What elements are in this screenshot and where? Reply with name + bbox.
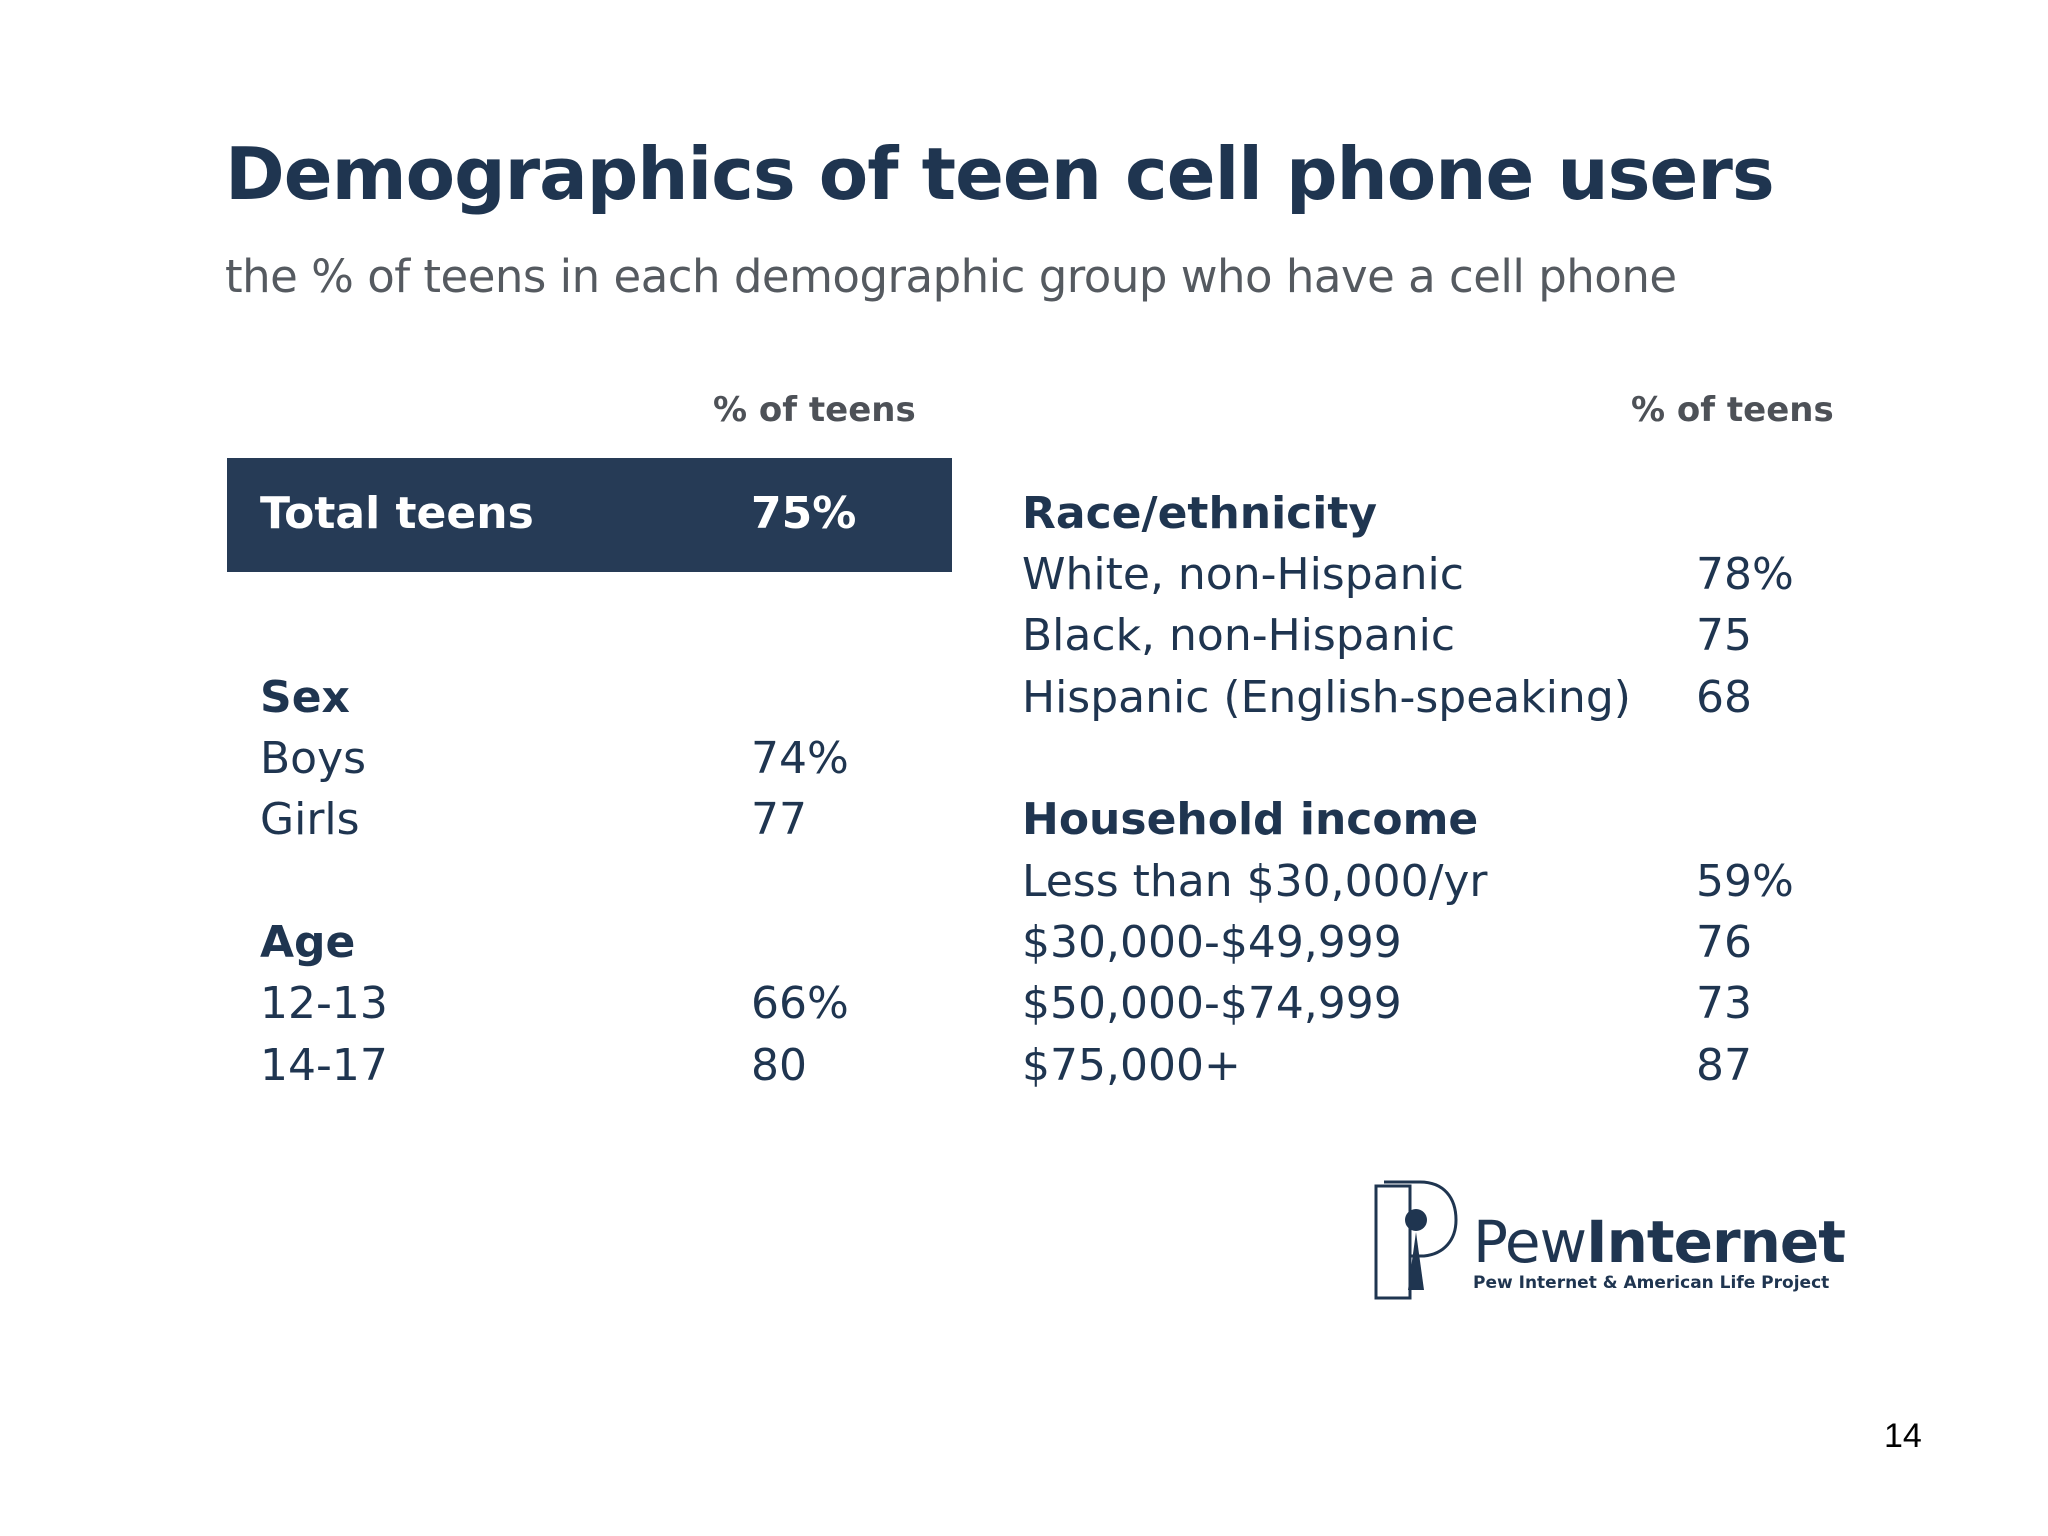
row-value-income-under-30k: 59% bbox=[1696, 856, 1794, 907]
pew-logo-icon bbox=[1374, 1180, 1458, 1300]
logo-tagline: Pew Internet & American Life Project bbox=[1473, 1273, 1830, 1293]
row-label-income-75k-plus: $75,000+ bbox=[1022, 1040, 1241, 1091]
row-label-age-14-17: 14-17 bbox=[260, 1040, 388, 1091]
row-value-age-12-13: 66% bbox=[751, 978, 849, 1029]
row-value-boys: 74% bbox=[751, 733, 849, 784]
row-value-income-50k-75k: 73 bbox=[1696, 978, 1752, 1029]
row-value-hispanic: 68 bbox=[1696, 672, 1752, 723]
row-label-age-12-13: 12-13 bbox=[260, 978, 388, 1029]
group-heading-income: Household income bbox=[1022, 794, 1479, 845]
right-column-header: % of teens bbox=[1631, 390, 1834, 430]
row-label-boys: Boys bbox=[260, 733, 367, 784]
row-label-girls: Girls bbox=[260, 794, 360, 845]
row-label-hispanic: Hispanic (English-speaking) bbox=[1022, 672, 1631, 723]
logo-wordmark: PewInternet bbox=[1473, 1208, 1846, 1276]
total-teens-label: Total teens bbox=[260, 488, 534, 539]
row-label-black: Black, non-Hispanic bbox=[1022, 610, 1456, 661]
row-value-white: 78% bbox=[1696, 549, 1794, 600]
row-value-income-30k-50k: 76 bbox=[1696, 917, 1752, 968]
group-heading-race: Race/ethnicity bbox=[1022, 488, 1378, 539]
row-label-income-30k-50k: $30,000-$49,999 bbox=[1022, 917, 1402, 968]
slide-subtitle: the % of teens in each demographic group… bbox=[225, 250, 1677, 303]
group-heading-sex: Sex bbox=[260, 672, 350, 723]
row-label-white: White, non-Hispanic bbox=[1022, 549, 1464, 600]
page-number: 14 bbox=[1884, 1417, 1922, 1455]
row-label-income-under-30k: Less than $30,000/yr bbox=[1022, 856, 1488, 907]
row-label-income-50k-75k: $50,000-$74,999 bbox=[1022, 978, 1402, 1029]
row-value-black: 75 bbox=[1696, 610, 1752, 661]
total-teens-value: 75% bbox=[751, 488, 857, 539]
total-teens-bar bbox=[227, 458, 952, 572]
row-value-girls: 77 bbox=[751, 794, 807, 845]
slide-title: Demographics of teen cell phone users bbox=[225, 132, 1775, 216]
row-value-age-14-17: 80 bbox=[751, 1040, 807, 1091]
group-heading-age: Age bbox=[260, 917, 356, 968]
row-value-income-75k-plus: 87 bbox=[1696, 1040, 1752, 1091]
left-column-header: % of teens bbox=[713, 390, 916, 430]
